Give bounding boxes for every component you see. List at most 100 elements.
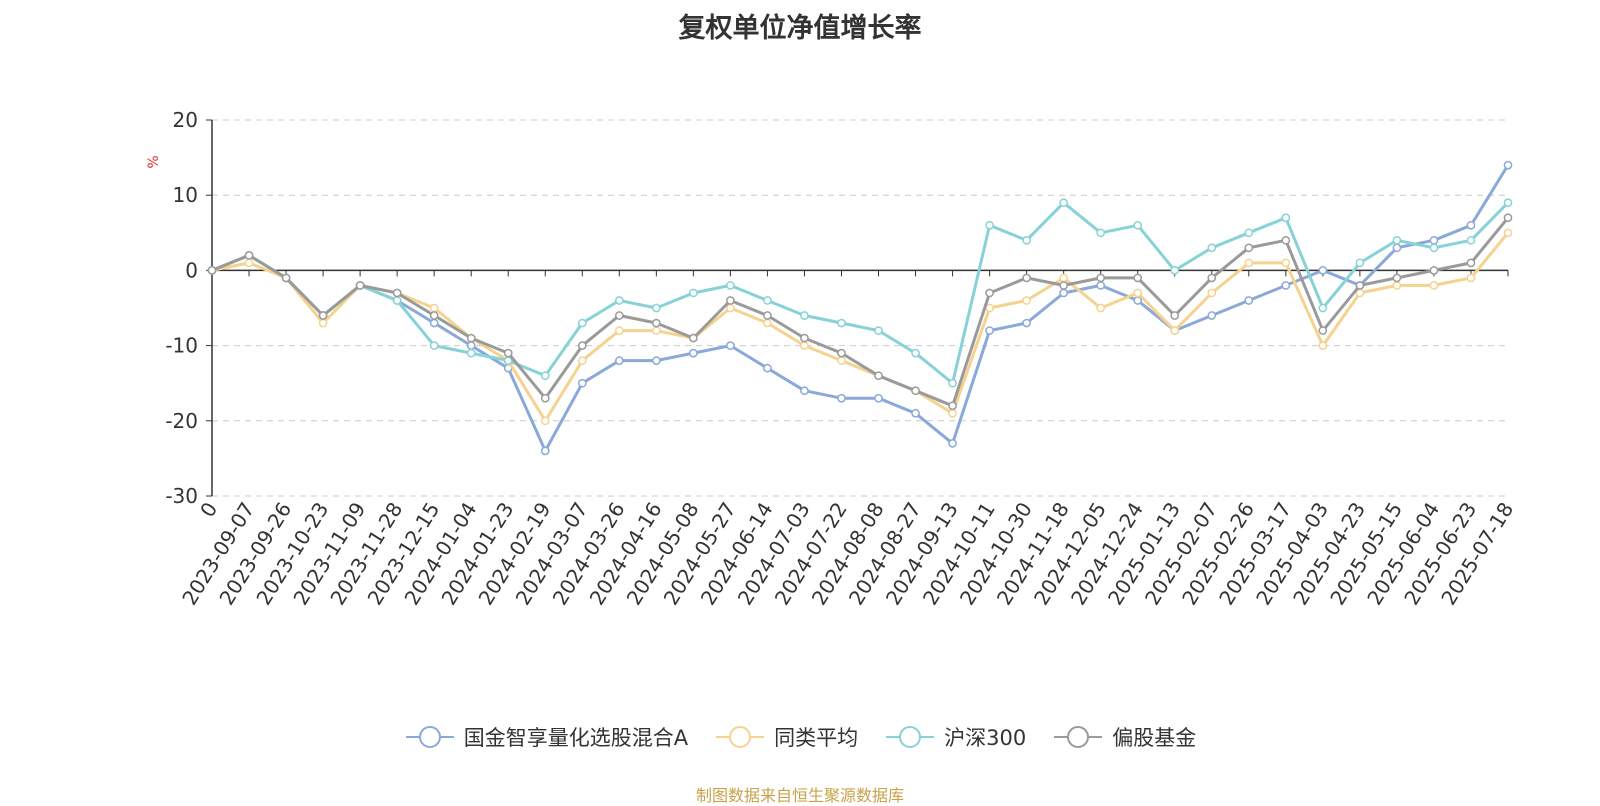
series-3-point xyxy=(1133,273,1143,283)
legend-line-circle-icon xyxy=(716,726,765,748)
series-2-point xyxy=(466,348,476,358)
series-0-point xyxy=(1207,311,1217,320)
series-0-point xyxy=(985,326,994,335)
series-0-point xyxy=(763,363,772,373)
series-1-point xyxy=(1059,273,1069,283)
series-0-point xyxy=(1281,281,1291,290)
series-3-point xyxy=(800,333,809,343)
series-2-point xyxy=(837,318,846,328)
series-3-point xyxy=(985,288,994,298)
legend-label: 偏股基金 xyxy=(1112,726,1197,750)
y-tick-label: 10 xyxy=(173,183,198,207)
series-3-point xyxy=(874,371,883,381)
series-3-point xyxy=(948,401,957,411)
series-3-point xyxy=(503,348,513,358)
series-0-point xyxy=(614,356,624,365)
series-2-point xyxy=(651,303,661,313)
series-0-point xyxy=(1096,281,1106,290)
series-3-point xyxy=(1244,243,1254,253)
series-0-point xyxy=(466,341,476,350)
series-2-point xyxy=(1244,228,1254,238)
series-1-point xyxy=(1281,258,1291,268)
series-line-1 xyxy=(211,231,1510,423)
legend-item-3[interactable]: 偏股基金 xyxy=(1052,722,1196,752)
series-2-point xyxy=(614,296,624,305)
series-0-point xyxy=(1022,318,1031,328)
series-0-point xyxy=(540,446,550,456)
series-2-point xyxy=(948,378,957,388)
series-3-point xyxy=(1059,281,1069,290)
series-3-point xyxy=(651,318,661,328)
series-1-point xyxy=(1207,288,1217,298)
series-0-point xyxy=(1318,266,1328,275)
series-2-point xyxy=(1429,243,1439,253)
series-2-point xyxy=(1355,258,1365,268)
series-2-point xyxy=(1096,228,1106,238)
series-2-point xyxy=(800,311,809,320)
series-3-point xyxy=(1281,235,1291,245)
series-3-point xyxy=(1355,281,1365,290)
source-note: 制图数据来自恒生聚源数据库 xyxy=(695,786,904,805)
series-3-point xyxy=(1207,273,1217,283)
legend-item-0[interactable]: 国金智享量化选股混合A xyxy=(404,722,688,752)
series-0-point xyxy=(1244,296,1254,305)
series-3-point xyxy=(1392,273,1402,283)
series-line-2 xyxy=(211,201,1510,385)
series-1-point xyxy=(318,318,328,328)
series-line-0 xyxy=(211,164,1510,453)
series-3-point xyxy=(1466,258,1476,268)
series-3-point xyxy=(1503,213,1513,223)
series-2-point xyxy=(911,348,920,358)
series-1-point xyxy=(1170,326,1180,335)
series-1-point xyxy=(1133,288,1143,298)
series-1-point xyxy=(540,416,550,426)
series-0-point xyxy=(577,378,587,388)
series-2-point xyxy=(985,220,994,230)
y-tick-label: 20 xyxy=(173,108,198,132)
series-3-point xyxy=(392,288,402,298)
series-1-point xyxy=(726,303,735,313)
series-2-point xyxy=(1503,198,1513,208)
series-0-point xyxy=(1466,220,1476,230)
series-1-point xyxy=(577,356,587,365)
series-3-point xyxy=(837,348,846,358)
series-2-point xyxy=(1392,235,1402,245)
legend-line-circle-icon xyxy=(1054,726,1103,748)
y-tick-label: 0 xyxy=(185,258,198,282)
series-3-point xyxy=(466,333,476,343)
series-3-point xyxy=(763,311,772,320)
legend-line-circle-icon xyxy=(886,726,935,748)
series-0-point xyxy=(1392,243,1402,253)
series-1-point xyxy=(1392,281,1402,290)
series-2-point xyxy=(392,296,402,305)
legend: 国金智享量化选股混合A 同类平均 沪深300 偏股基金 xyxy=(0,722,1600,752)
y-axis-label: % xyxy=(146,155,162,168)
series-3-point xyxy=(355,281,365,290)
series-3-point xyxy=(1318,326,1328,335)
series-0-point xyxy=(948,439,957,448)
series-3-point xyxy=(429,311,439,320)
series-1-point xyxy=(614,326,624,335)
chart-title: 复权单位净值增长率 xyxy=(678,13,922,44)
series-1-point xyxy=(429,303,439,313)
legend-label: 同类平均 xyxy=(774,726,859,750)
series-0-point xyxy=(726,341,735,350)
series-1-point xyxy=(1429,281,1439,290)
x-tick-label: 0 xyxy=(195,498,222,522)
series-0-point xyxy=(1059,288,1069,298)
series-lines xyxy=(207,160,1513,456)
series-1-point xyxy=(1318,341,1328,350)
legend-item-2[interactable]: 沪深300 xyxy=(884,722,1026,752)
series-2-point xyxy=(874,326,883,335)
series-2-point xyxy=(1207,243,1217,253)
series-2-point xyxy=(1133,220,1143,230)
y-tick-label: -20 xyxy=(165,409,198,433)
series-2-point xyxy=(763,296,772,305)
series-1-point xyxy=(1503,228,1513,238)
series-1-point xyxy=(763,318,772,328)
series-line-3 xyxy=(211,216,1510,408)
legend-item-1[interactable]: 同类平均 xyxy=(714,722,858,752)
series-2-point xyxy=(689,288,698,298)
series-2-point xyxy=(1466,235,1476,245)
